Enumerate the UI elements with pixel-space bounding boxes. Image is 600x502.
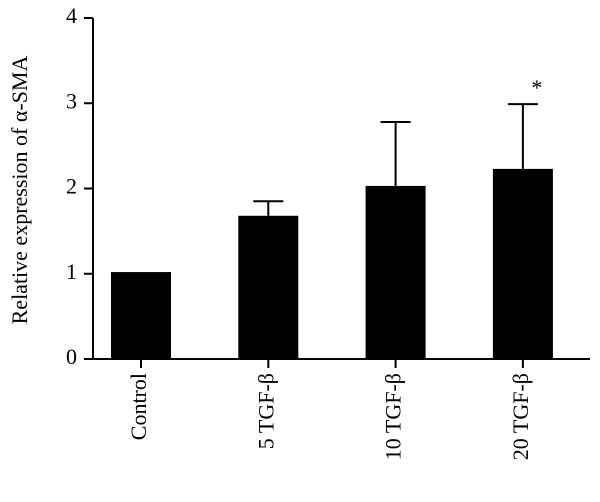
significance-mark: *	[531, 75, 542, 100]
bar	[238, 215, 299, 359]
y-tick-label: 4	[66, 3, 77, 28]
y-tick-label: 3	[66, 88, 77, 113]
x-tick-label: 10 TGF-β	[381, 373, 406, 460]
y-tick-label: 1	[66, 259, 77, 284]
bar	[111, 272, 171, 359]
y-axis-label: Relative expression of α-SMA	[7, 56, 32, 325]
x-tick-label: Control	[126, 373, 151, 440]
bar	[492, 168, 553, 359]
x-tick-label: 5 TGF-β	[253, 373, 278, 449]
x-tick-label: 20 TGF-β	[508, 373, 533, 460]
bar	[365, 185, 426, 359]
y-tick-label: 2	[66, 174, 77, 199]
y-tick-label: 0	[66, 344, 77, 369]
